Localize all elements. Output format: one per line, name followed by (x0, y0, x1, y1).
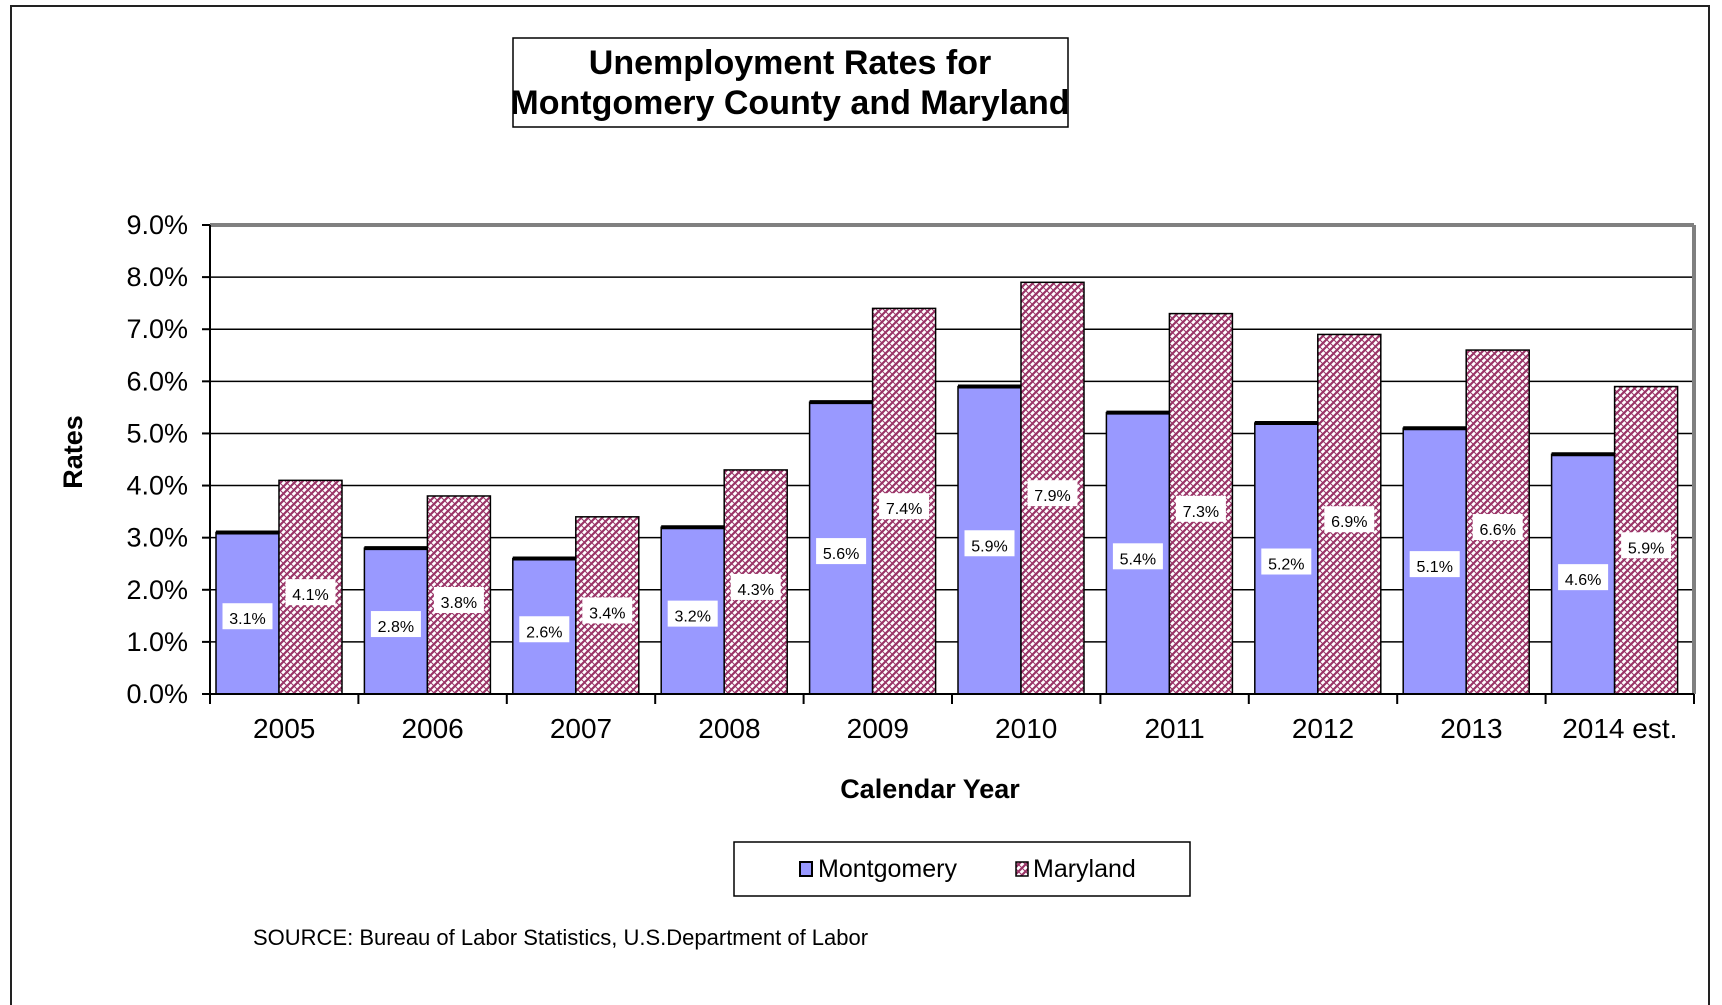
y-axis-title: Rates (58, 415, 88, 489)
data-label-montgomery: 5.4% (1120, 551, 1156, 568)
data-label-montgomery: 2.6% (526, 624, 562, 641)
data-label-maryland: 6.6% (1479, 522, 1515, 539)
x-tick-label: 2010 (995, 713, 1057, 744)
chart-title-line-2: Montgomery County and Maryland (510, 84, 1069, 122)
data-label-box (519, 616, 570, 643)
data-label-montgomery: 5.6% (823, 546, 859, 563)
bar-labels: 3.1% 4.1% 2.8% 3.8% 2.6% 3.4% 3.2% 4.3% 5.6% 7.4%… (222, 480, 1672, 643)
y-tick-label: 3.0% (126, 523, 188, 553)
data-label-montgomery: 2.8% (378, 619, 414, 636)
y-tick-label: 6.0% (126, 366, 188, 396)
legend-swatch-montgomery (799, 861, 813, 877)
data-label-box (1112, 543, 1163, 570)
x-tick-label: 2012 (1292, 713, 1354, 744)
data-label-box (1175, 495, 1226, 522)
x-tick-label: 2009 (847, 713, 909, 744)
data-label-box (1558, 564, 1609, 591)
y-tick-label: 5.0% (126, 418, 188, 448)
data-label-montgomery: 5.1% (1416, 559, 1452, 576)
data-label-maryland: 5.9% (1628, 540, 1664, 557)
data-label-box (582, 597, 633, 624)
data-label-box (1472, 514, 1523, 541)
x-tick-label: 2006 (401, 713, 463, 744)
data-label-box (964, 530, 1015, 557)
data-label-box (1621, 532, 1672, 559)
y-tick-label: 8.0% (126, 262, 188, 292)
data-label-maryland: 7.9% (1034, 488, 1070, 505)
data-label-montgomery: 4.6% (1565, 572, 1601, 589)
legend-label-maryland: Maryland (1033, 855, 1136, 883)
data-label-box (816, 538, 867, 565)
data-label-maryland: 7.4% (886, 501, 922, 518)
title-box (512, 37, 1069, 128)
x-tick-label: 2008 (698, 713, 760, 744)
y-tick-label: 9.0% (126, 210, 188, 240)
x-tick-label: 2014 est. (1562, 713, 1677, 744)
data-label-box (667, 600, 718, 627)
data-label-montgomery: 5.9% (971, 538, 1007, 555)
x-tick-label: 2007 (550, 713, 612, 744)
data-label-box (370, 611, 421, 638)
data-label-box (433, 586, 484, 613)
data-label-montgomery: 3.2% (674, 609, 710, 626)
legend-label-montgomery: Montgomery (818, 855, 957, 883)
data-label-box (879, 493, 930, 520)
data-label-maryland: 6.9% (1331, 514, 1367, 531)
data-label-box (1409, 551, 1460, 578)
data-label-box (1324, 506, 1375, 533)
data-label-box (222, 603, 273, 630)
data-label-box (285, 579, 336, 606)
legend-swatch-maryland (1015, 861, 1029, 877)
data-label-box (1027, 480, 1078, 507)
chart-title-line-1: Unemployment Rates for (589, 44, 991, 82)
source-note: SOURCE: Bureau of Labor Statistics, U.S.… (253, 925, 868, 950)
data-label-montgomery: 3.1% (229, 611, 265, 628)
x-tick-label: 2013 (1440, 713, 1502, 744)
y-tick-label: 1.0% (126, 627, 188, 657)
data-label-maryland: 3.4% (589, 605, 625, 622)
chart-canvas: Unemployment Rates for Montgomery County… (58, 37, 1696, 950)
data-label-maryland: 7.3% (1183, 504, 1219, 521)
y-tick-label: 2.0% (126, 575, 188, 605)
y-tick-label: 0.0% (126, 679, 188, 709)
data-label-maryland: 3.8% (441, 595, 477, 612)
chart-frame (10, 5, 1710, 1005)
x-axis-ticks: 2005 2006 2007 2008 2009 2010 2011 2012 2013 2014… (209, 694, 1695, 744)
data-label-box (730, 573, 781, 600)
x-tick-label: 2005 (253, 713, 315, 744)
y-tick-label: 4.0% (126, 471, 188, 501)
data-label-montgomery: 5.2% (1268, 557, 1304, 574)
y-tick-label: 7.0% (126, 314, 188, 344)
x-axis-title: Calendar Year (840, 774, 1020, 804)
data-label-maryland: 4.1% (292, 587, 328, 604)
y-axis-ticks: 0.0% 1.0% 2.0% 3.0% 4.0% 5.0% 6.0% 7.0% 8.0% 9.0% (126, 210, 210, 709)
data-label-maryland: 4.3% (737, 582, 773, 599)
x-tick-label: 2011 (1144, 713, 1204, 744)
data-label-box (1261, 548, 1312, 575)
